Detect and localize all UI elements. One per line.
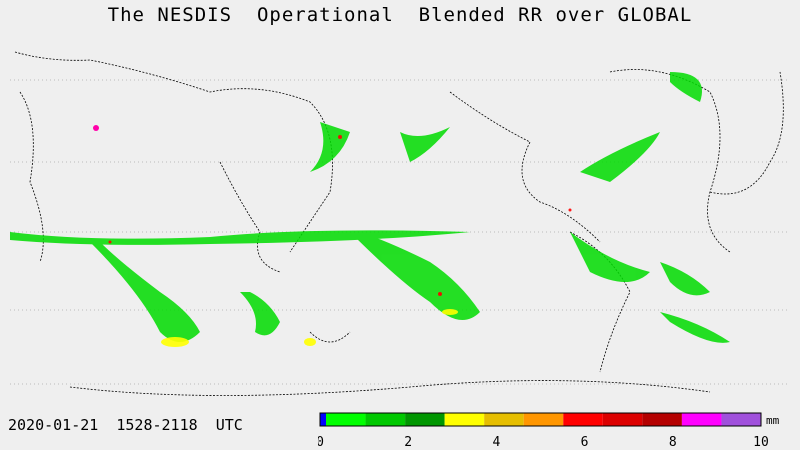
legend-unit: mm xyxy=(766,414,780,427)
precip-extreme xyxy=(93,125,99,131)
legend-color-cell xyxy=(523,413,564,426)
time-zone: UTC xyxy=(215,416,243,434)
legend-color-cell xyxy=(681,413,722,426)
precip-moderate xyxy=(161,309,458,347)
timestamp: 2020-01-21 1528-2118 UTC xyxy=(8,416,243,434)
legend-tick-label: 8 xyxy=(669,435,677,450)
legend-tick-label: 0 xyxy=(318,435,324,450)
legend-color-cell xyxy=(721,413,761,426)
legend-color-cell xyxy=(602,413,643,426)
precip-heavy xyxy=(108,135,572,296)
legend-color-cell xyxy=(484,413,524,426)
time-range: 1528-2118 xyxy=(116,416,198,434)
legend-color-cell xyxy=(365,413,406,426)
precip-light xyxy=(10,72,730,343)
legend-tick-label: 6 xyxy=(581,435,589,450)
legend-color-cell xyxy=(326,413,366,426)
legend-tick-label: 10 xyxy=(753,435,769,450)
legend-tick-label: 2 xyxy=(404,435,412,450)
color-scale-legend: mm 0 2 4 6 8 10 xyxy=(318,412,780,450)
precipitation-map xyxy=(10,51,790,396)
legend-color-cell xyxy=(405,413,445,426)
legend-color-cell xyxy=(320,413,326,426)
legend-color-cell xyxy=(563,413,603,426)
map-title: The NESDIS Operational Blended RR over G… xyxy=(107,4,693,26)
coastlines xyxy=(14,51,784,396)
date: 2020-01-21 xyxy=(8,416,99,434)
legend-color-cell xyxy=(444,413,485,426)
legend-tick-label: 4 xyxy=(492,435,500,450)
legend-color-cell xyxy=(642,413,682,426)
